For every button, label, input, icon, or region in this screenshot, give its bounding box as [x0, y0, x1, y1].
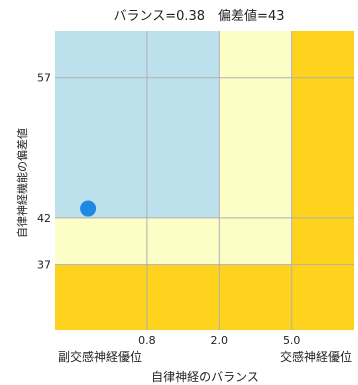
x-tick-label-0.8: 0.8 — [138, 334, 156, 347]
point-layer — [80, 200, 97, 217]
x-axis-label: 自律神経のバランス — [151, 370, 259, 384]
data-point — [80, 200, 97, 217]
y-axis-label: 自律神経機能の偏差値 — [15, 128, 29, 238]
chart-title: バランス=0.38 偏差値=43 — [113, 8, 284, 24]
x-right-end-label: 交感神経優位 — [280, 349, 352, 364]
tick-layer: 0.8 2.0 5.0 37 42 57 — [37, 72, 300, 347]
x-tick-label-2.0: 2.0 — [211, 334, 229, 347]
x-tick-label-5.0: 5.0 — [283, 334, 301, 347]
x-left-end-label: 副交感神経優位 — [58, 349, 142, 364]
y-tick-label-37: 37 — [37, 259, 51, 272]
zone-layer — [55, 31, 354, 330]
y-tick-label-42: 42 — [37, 212, 51, 225]
grid-layer — [55, 31, 354, 330]
zone-2 — [55, 31, 220, 218]
y-tick-label-57: 57 — [37, 72, 51, 85]
